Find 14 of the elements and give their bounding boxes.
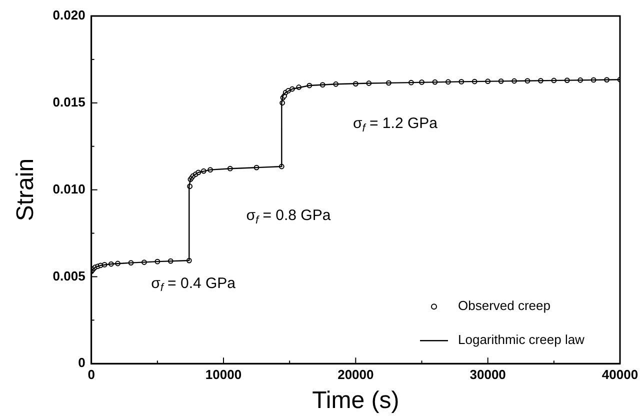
- x-tick-label: 40000: [602, 366, 638, 382]
- legend-label: Observed creep: [458, 298, 550, 314]
- y-tick-label: 0.010: [52, 181, 86, 196]
- y-tick-label: 0.005: [52, 268, 86, 284]
- x-tick-label: 20000: [338, 366, 374, 382]
- y-axis-title: Strain: [12, 158, 40, 222]
- y-tick-label: 0.020: [52, 8, 86, 23]
- x-tick-label: 30000: [470, 366, 506, 382]
- x-axis-title: Time (s): [312, 387, 400, 414]
- x-tick-label: 10000: [205, 366, 242, 382]
- x-tick-label: 0: [88, 366, 95, 382]
- y-tick-label: 0.015: [52, 94, 86, 110]
- legend-label: Logarithmic creep law: [458, 332, 586, 348]
- y-tick-label: 0: [78, 355, 86, 370]
